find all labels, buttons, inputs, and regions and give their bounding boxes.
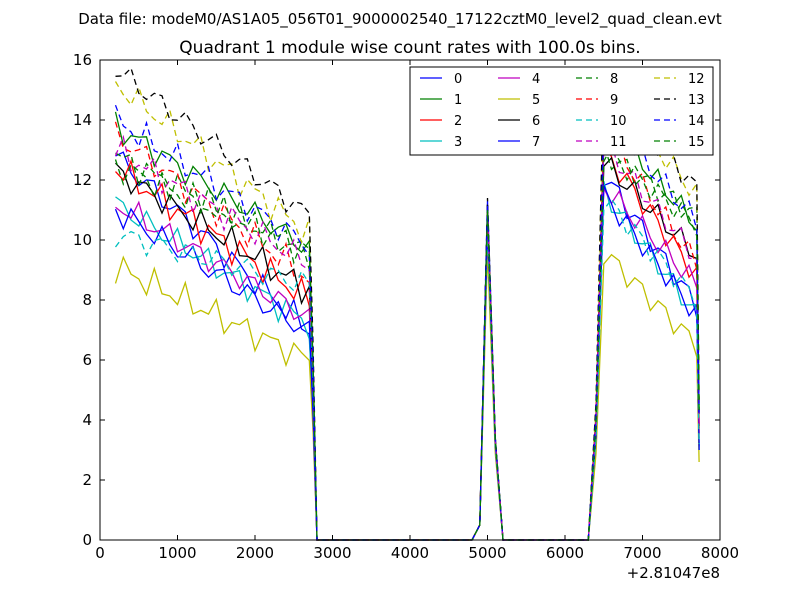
y-tick-label: 14: [73, 111, 92, 129]
legend-label-2: 2: [454, 114, 462, 129]
legend-label-12: 12: [688, 72, 705, 87]
series-line-7: [114, 185, 700, 541]
series-line-6: [115, 156, 700, 541]
x-tick-label: 2000: [236, 544, 274, 562]
x-axis: 0 1000 2000 3000 4000 5000 6000 7000 8000: [95, 60, 739, 562]
chart-title: Quadrant 1 module wise count rates with …: [179, 38, 640, 58]
x-tick-label: 0: [95, 544, 105, 562]
legend-label-14: 14: [688, 114, 705, 129]
legend-label-5: 5: [532, 93, 540, 108]
x-tick-label: 7000: [623, 544, 661, 562]
legend-label-13: 13: [688, 93, 705, 108]
x-tick-label: 5000: [468, 544, 506, 562]
x-tick-label: 6000: [546, 544, 584, 562]
y-tick-label: 8: [82, 291, 92, 309]
legend-label-1: 1: [454, 93, 462, 108]
y-tick-label: 4: [82, 411, 92, 429]
legend-label-6: 6: [532, 114, 540, 129]
y-tick-label: 2: [82, 471, 92, 489]
series-line-5: [114, 251, 700, 541]
x-tick-label: 8000: [701, 544, 739, 562]
legend-label-15: 15: [688, 135, 705, 150]
legend-label-9: 9: [610, 93, 618, 108]
legend-label-4: 4: [532, 72, 540, 87]
x-tick-label: 3000: [313, 544, 351, 562]
x-tick-label: 1000: [158, 544, 196, 562]
y-tick-label: 0: [82, 531, 92, 549]
legend-label-10: 10: [610, 114, 627, 129]
legend-label-3: 3: [454, 135, 462, 150]
y-tick-label: 10: [73, 231, 92, 249]
legend-box: [409, 66, 714, 156]
legend-label-8: 8: [610, 72, 618, 87]
x-tick-label: 4000: [391, 544, 429, 562]
y-tick-label: 12: [73, 171, 92, 189]
legend-label-7: 7: [532, 135, 540, 150]
legend-label-11: 11: [610, 135, 627, 150]
y-tick-label: 16: [73, 51, 92, 69]
legend-label-0: 0: [454, 72, 462, 87]
y-tick-label: 6: [82, 351, 92, 369]
figure-suptitle: Data file: modeM0/AS1A05_056T01_90000025…: [78, 10, 722, 29]
x-offset-label: +2.81047e8: [627, 564, 720, 582]
